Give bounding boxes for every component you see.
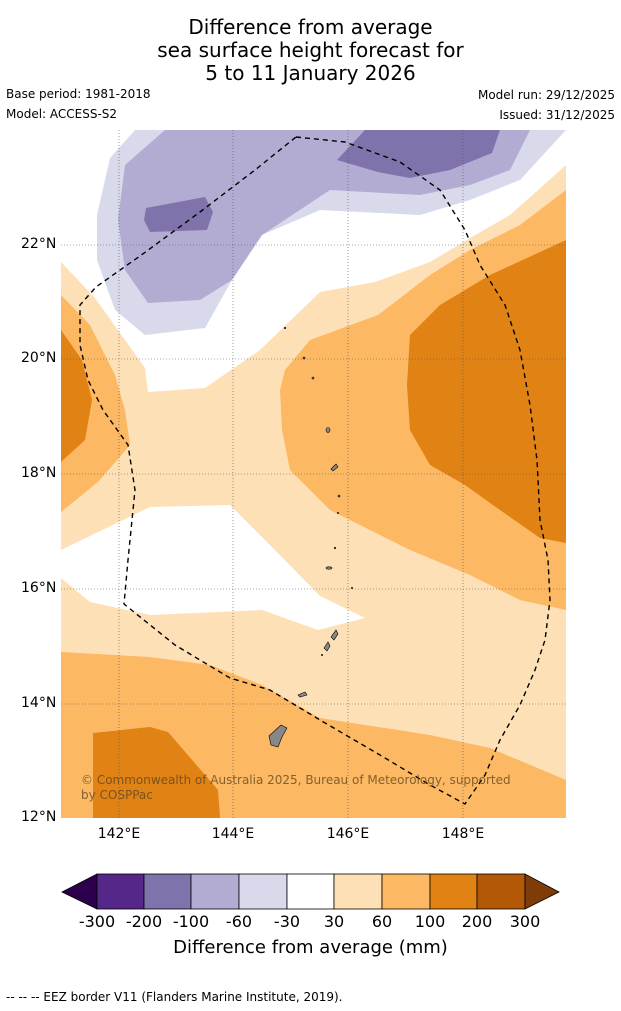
copyright-notice: © Commonwealth of Australia 2025, Bureau… — [81, 773, 511, 802]
lat-label-20: 20°N — [21, 350, 57, 366]
islands — [268, 326, 353, 748]
colorbar-extend-high — [524, 873, 560, 910]
field-pos60-west — [61, 295, 130, 512]
graticule — [61, 130, 566, 818]
colorbar-tick-neg60: -60 — [225, 912, 253, 931]
field-neg100-east — [337, 130, 500, 178]
colorbar-bin-neg200 — [96, 873, 145, 910]
colorbar-tick-pos200: 200 — [461, 912, 493, 931]
lon-label-146: 146°E — [326, 826, 370, 842]
colorbar-tick-pos300: 300 — [509, 912, 541, 931]
eez-border — [79, 136, 551, 805]
contour-fields — [61, 130, 566, 818]
colorbar-bin-pos200 — [476, 873, 526, 910]
colorbar-tick-neg100: -100 — [172, 912, 210, 931]
field-neg100-west — [144, 197, 213, 232]
issued-label: Issued: 31/12/2025 — [499, 108, 615, 122]
lat-label-22: 22°N — [21, 236, 57, 252]
lat-label-12: 12°N — [21, 809, 57, 825]
colorbar-bin-zero — [286, 873, 335, 910]
colorbar-tick-pos100: 100 — [414, 912, 446, 931]
sea-height-map — [61, 130, 566, 818]
colorbar-bin-pos100 — [429, 873, 478, 910]
colorbar-tick-pos30: 30 — [323, 912, 345, 931]
colorbar — [61, 873, 560, 910]
lat-label-14: 14°N — [21, 695, 57, 711]
base-period-label: Base period: 1981-2018 — [6, 87, 151, 101]
colorbar-tick-neg200: -200 — [125, 912, 163, 931]
colorbar-extend-low — [61, 873, 98, 910]
title-line-2: sea surface height forecast for — [157, 38, 464, 62]
field-pos100-south — [93, 727, 220, 818]
colorbar-bin-neg30 — [238, 873, 288, 910]
model-label: Model: ACCESS-S2 — [6, 107, 118, 121]
model-run-label: Model run: 29/12/2025 — [477, 88, 615, 102]
colorbar-bin-pos60 — [381, 873, 431, 910]
lon-label-142: 142°E — [97, 826, 141, 842]
title-line-3: 5 to 11 January 2026 — [205, 61, 416, 85]
lat-label-18: 18°N — [21, 465, 57, 481]
field-pos100-west — [61, 330, 92, 462]
colorbar-tick-neg30: -30 — [273, 912, 301, 931]
lon-label-144: 144°E — [211, 826, 255, 842]
map-title: Difference from average sea surface heig… — [0, 16, 621, 85]
lat-label-16: 16°N — [21, 580, 57, 596]
field-pos100-ne — [407, 240, 566, 543]
colorbar-title: Difference from average (mm) — [173, 937, 448, 958]
colorbar-tick-pos60: 60 — [371, 912, 393, 931]
colorbar-bin-pos30 — [333, 873, 383, 910]
colorbar-tick-neg300: -300 — [78, 912, 116, 931]
colorbar-bin-neg100 — [143, 873, 192, 910]
colorbar-bin-neg60 — [190, 873, 240, 910]
title-line-1: Difference from average — [188, 15, 433, 39]
eez-legend-note: -- -- -- EEZ border V11 (Flanders Marine… — [6, 990, 343, 1004]
lon-label-148: 148°E — [441, 826, 485, 842]
